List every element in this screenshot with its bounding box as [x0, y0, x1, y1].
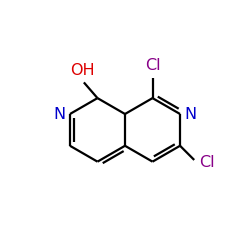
Text: N: N [54, 106, 66, 122]
Text: N: N [184, 106, 196, 122]
Text: Cl: Cl [145, 58, 160, 73]
Text: OH: OH [70, 62, 95, 78]
Text: Cl: Cl [200, 155, 215, 170]
